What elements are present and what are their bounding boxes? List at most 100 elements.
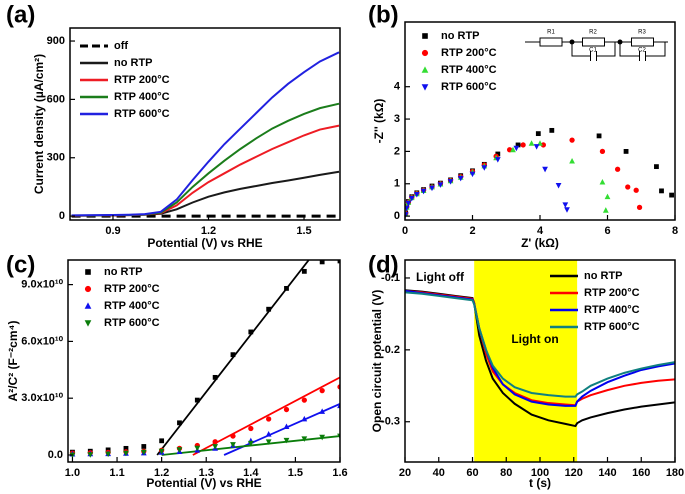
legend-label: RTP 200°C — [584, 287, 640, 299]
legend-swatch — [84, 302, 92, 309]
x-tick-label: 60 — [466, 467, 478, 479]
annotation: Light off — [416, 270, 465, 284]
legend-swatch — [84, 320, 92, 327]
data-point — [633, 187, 639, 193]
data-point — [105, 451, 112, 458]
legend-swatch — [421, 84, 429, 91]
panel-label: (d) — [368, 251, 399, 278]
circuit-resistor — [582, 37, 605, 47]
data-point — [510, 146, 516, 153]
x-axis-label: Z' (kΩ) — [521, 236, 559, 250]
x-tick-label: 100 — [531, 467, 549, 479]
legend-swatch — [422, 33, 428, 39]
x-tick-label: 1.0 — [65, 467, 80, 479]
legend-label: RTP 600°C — [104, 317, 160, 329]
plot-area — [71, 51, 340, 218]
circuit-label: R3 — [638, 30, 646, 36]
x-tick-label: 140 — [598, 467, 616, 479]
y-tick-label: 9.0x10¹⁰ — [21, 279, 63, 291]
series-line — [71, 170, 340, 217]
y-tick-label: 900 — [47, 35, 65, 47]
data-point — [420, 188, 427, 195]
data-point — [319, 434, 326, 441]
data-point — [599, 179, 606, 185]
data-point — [549, 127, 555, 133]
x-tick-label: 180 — [666, 467, 684, 479]
data-point — [158, 448, 165, 455]
series-line — [71, 124, 340, 217]
data-point — [159, 438, 165, 444]
y-tick-label: 6.0x10¹⁰ — [21, 335, 63, 347]
data-point — [495, 151, 501, 157]
y-tick-label: 300 — [47, 152, 65, 164]
data-point — [405, 205, 410, 212]
data-point — [301, 436, 308, 442]
plot-area — [405, 127, 675, 218]
data-point — [569, 157, 575, 164]
data-point — [533, 144, 540, 150]
data-point — [301, 415, 308, 422]
series-line — [71, 51, 340, 217]
y-tick-label: -0.3 — [381, 416, 400, 428]
panel-label: (c) — [6, 251, 35, 278]
data-point — [266, 306, 272, 312]
data-point — [408, 195, 415, 202]
x-tick-label: 1.1 — [109, 467, 124, 479]
data-point — [141, 444, 147, 449]
x-tick-label: 40 — [433, 467, 445, 479]
x-tick-label: 0 — [402, 225, 408, 237]
y-axis-label: -Z'' (kΩ) — [372, 99, 386, 144]
circuit-capacitor — [590, 51, 597, 61]
data-point — [405, 200, 412, 207]
data-point — [429, 185, 435, 192]
data-point — [623, 149, 629, 154]
data-point — [636, 204, 643, 211]
y-axis-label: Open circuit potential (V) — [370, 290, 384, 433]
data-point — [230, 352, 236, 358]
annotation: Light on — [511, 332, 558, 346]
data-point — [596, 133, 602, 139]
data-point — [87, 452, 94, 458]
data-point — [528, 140, 535, 146]
data-point — [266, 416, 272, 422]
plot-area — [69, 260, 340, 459]
y-tick-label: 600 — [47, 93, 65, 105]
data-point — [515, 142, 521, 148]
data-point — [602, 207, 609, 213]
fit-line — [156, 260, 310, 456]
data-point — [469, 171, 476, 178]
data-point — [562, 202, 569, 208]
data-point — [654, 164, 659, 170]
panel-label: (b) — [368, 1, 399, 28]
data-point — [283, 406, 290, 413]
legend-swatch — [85, 269, 91, 275]
x-tick-label: 2 — [469, 225, 475, 237]
y-tick-label: 1 — [394, 178, 400, 190]
legend-label: RTP 600°C — [114, 108, 170, 120]
legend-label: off — [114, 40, 128, 52]
circuit-wire — [571, 42, 616, 57]
data-point — [569, 137, 575, 143]
circuit-label: R2 — [589, 30, 597, 36]
legend-label: no RTP — [114, 57, 153, 69]
panel-label: (a) — [6, 1, 35, 28]
series-line — [405, 291, 675, 398]
data-point — [265, 439, 272, 445]
legend-label: RTP 400°C — [441, 64, 497, 76]
data-point — [283, 423, 290, 429]
data-point — [284, 285, 289, 291]
y-tick-label: -0.1 — [381, 272, 400, 284]
data-point — [140, 449, 147, 456]
data-point — [625, 184, 631, 190]
y-tick-label: 3.0x10¹⁰ — [21, 392, 63, 404]
plot-frame — [67, 259, 341, 463]
plot-frame — [404, 259, 676, 463]
x-tick-label: 160 — [632, 467, 650, 479]
data-point — [659, 188, 664, 194]
data-point — [194, 397, 200, 403]
data-point — [520, 142, 526, 148]
data-point — [535, 131, 541, 137]
x-tick-label: 120 — [565, 467, 583, 479]
circuit-resistor — [539, 37, 563, 47]
